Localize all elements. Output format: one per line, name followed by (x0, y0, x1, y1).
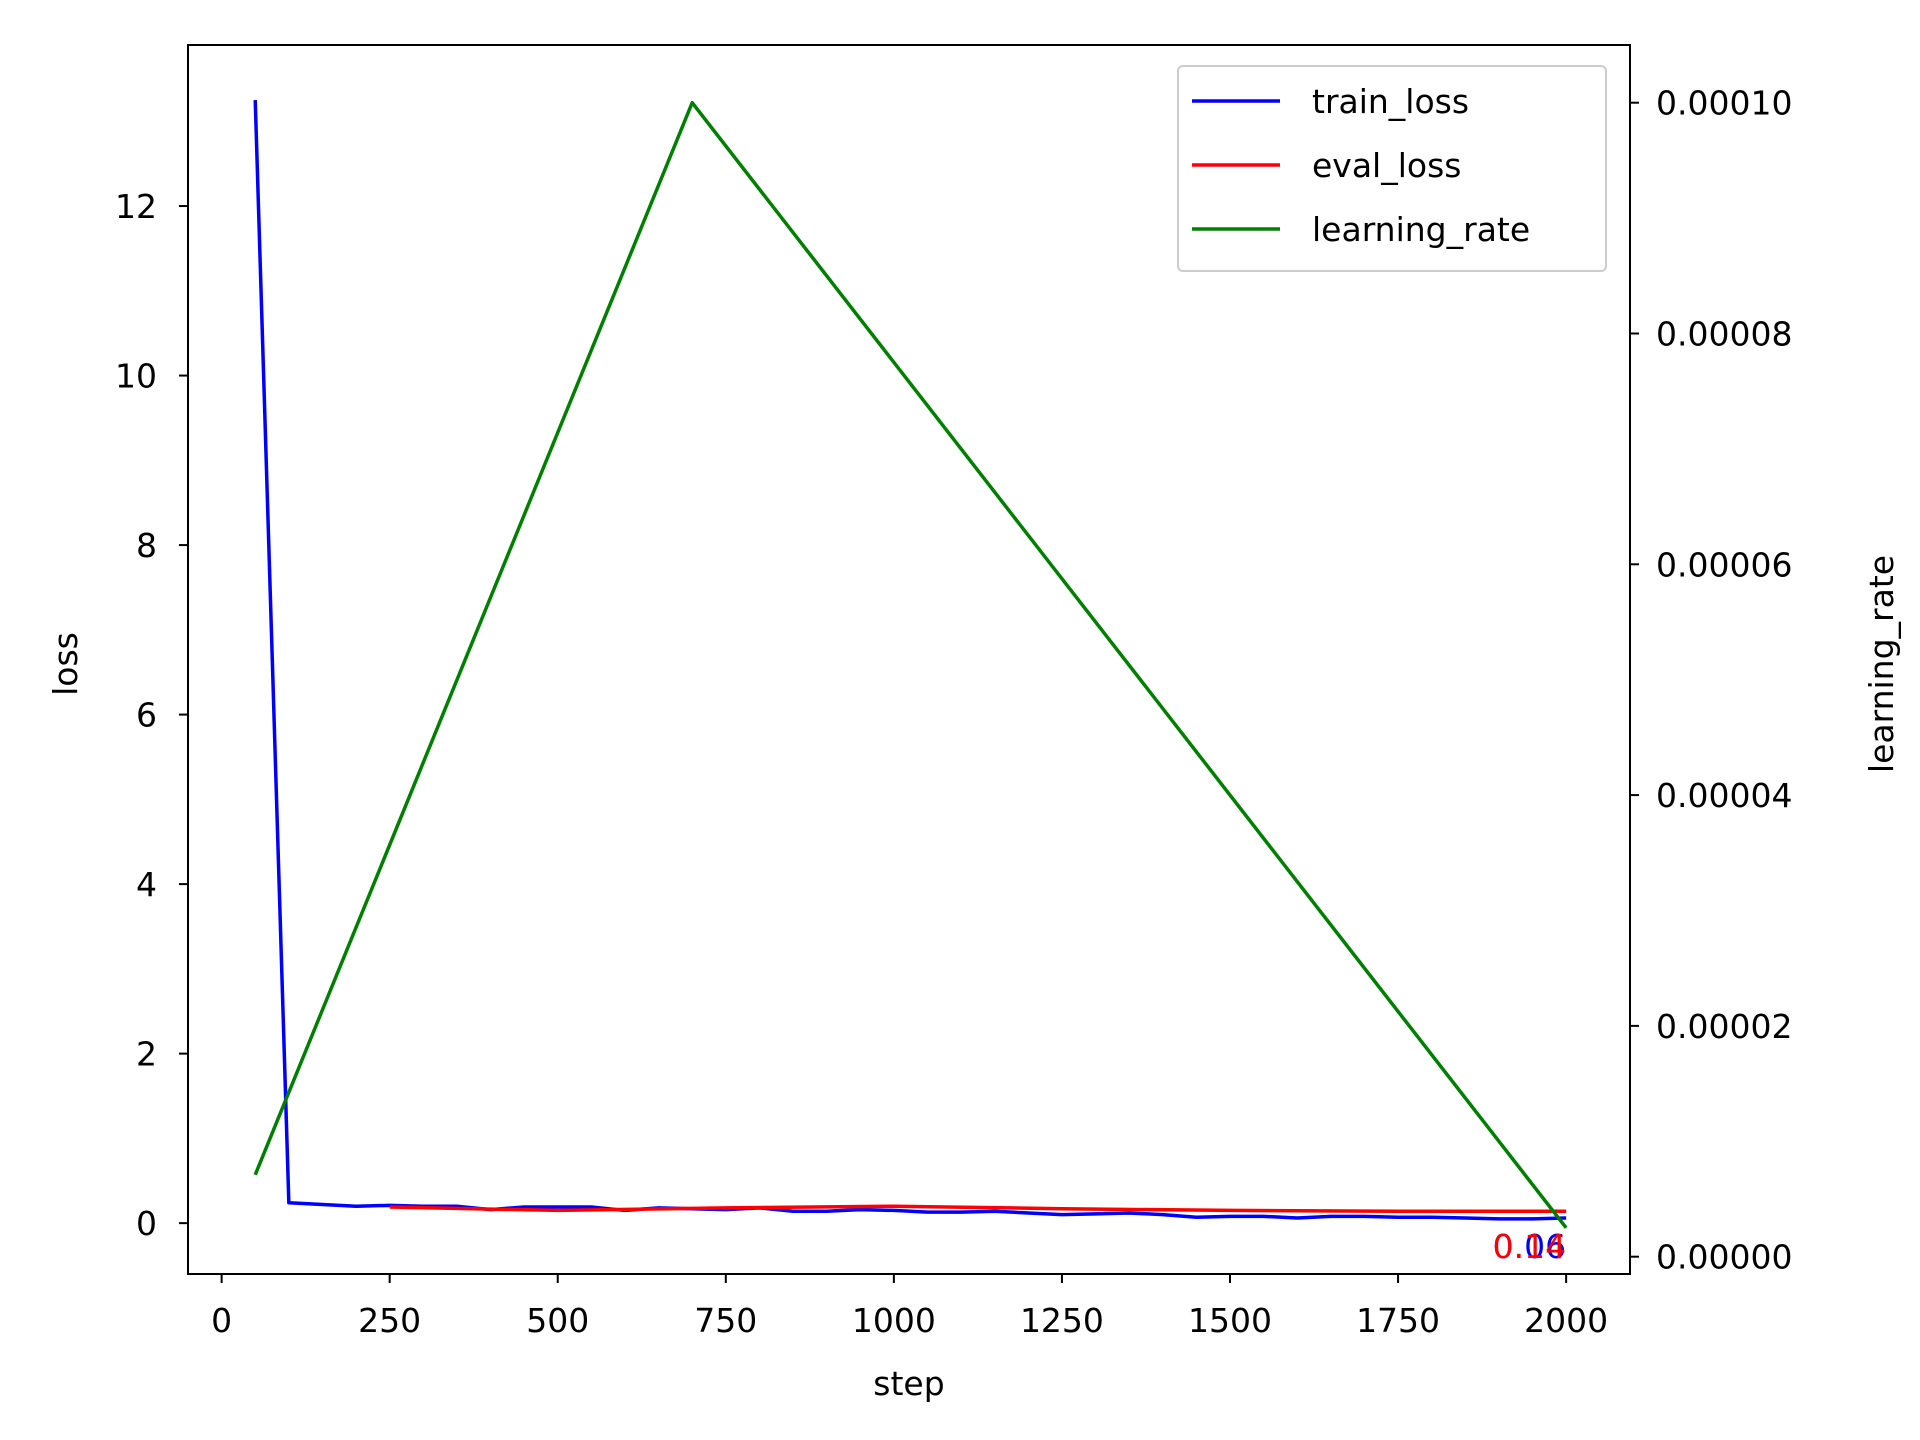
legend-label-eval-loss: eval_loss (1312, 146, 1461, 185)
y2-tick-label: 0.00006 (1656, 545, 1792, 584)
y-axis-ticks: 0 2 4 6 8 10 12 (115, 187, 188, 1243)
legend-box (1177, 65, 1607, 272)
x-tick-label: 250 (358, 1301, 421, 1340)
y2-tick-label: 0.00010 (1656, 84, 1792, 123)
y2-axis-label: learning_rate (1862, 555, 1901, 773)
legend: train_loss eval_loss learning_rate (1177, 65, 1607, 272)
x-tick-label: 1750 (1356, 1301, 1440, 1340)
x-axis-ticks: 0 250 500 750 1000 1250 1500 1750 2000 (211, 1274, 1608, 1340)
y-tick-label: 12 (115, 187, 157, 226)
annotation-eval-loss: 0.14 (1493, 1227, 1566, 1266)
y-tick-label: 8 (136, 526, 157, 565)
y-axis-label: loss (46, 632, 85, 696)
x-tick-label: 500 (526, 1301, 589, 1340)
x-tick-label: 1000 (852, 1301, 936, 1340)
x-tick-label: 1500 (1188, 1301, 1272, 1340)
x-tick-label: 2000 (1524, 1301, 1608, 1340)
legend-label-train-loss: train_loss (1312, 82, 1469, 121)
annotations: 0.060.14 (1493, 1227, 1566, 1266)
y2-tick-label: 0.00008 (1656, 314, 1792, 353)
y2-tick-label: 0.00002 (1656, 1007, 1792, 1046)
y-tick-label: 6 (136, 696, 157, 735)
series-layer (253, 100, 1568, 1229)
y-tick-label: 10 (115, 357, 157, 396)
y2-tick-label: 0.00004 (1656, 776, 1792, 815)
x-axis-label: step (873, 1364, 944, 1403)
y-tick-label: 4 (136, 865, 157, 904)
y2-axis-ticks: 0.00000 0.00002 0.00004 0.00006 0.00008 0.000… (1630, 84, 1792, 1277)
y2-tick-label: 0.00000 (1656, 1238, 1792, 1277)
series-line-eval-loss (389, 1204, 1567, 1214)
x-tick-label: 1250 (1020, 1301, 1104, 1340)
annotation-train-loss: 0.06 (1493, 1227, 1566, 1266)
x-tick-label: 750 (694, 1301, 757, 1340)
y-tick-label: 2 (136, 1035, 157, 1074)
legend-label-learning-rate: learning_rate (1312, 210, 1530, 249)
plot-frame (187, 44, 1631, 1275)
x-tick-label: 0 (211, 1301, 232, 1340)
y-tick-label: 0 (136, 1204, 157, 1243)
series-line-learning-rate (253, 100, 1568, 1229)
